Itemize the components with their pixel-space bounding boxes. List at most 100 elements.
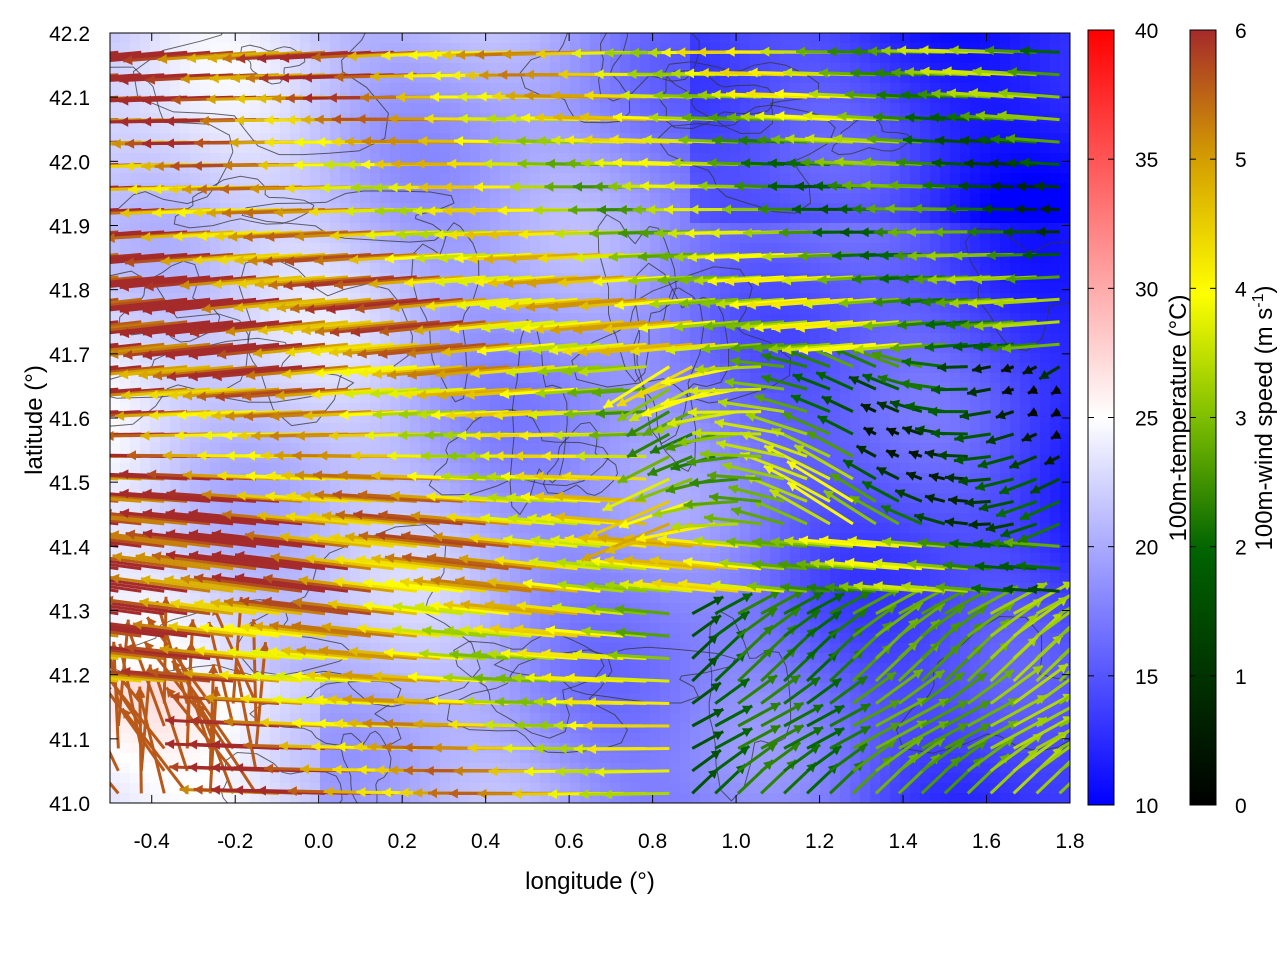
- temperature-cell: [390, 213, 401, 224]
- temperature-cell: [990, 533, 1001, 544]
- temperature-cell: [870, 313, 881, 324]
- temperature-cell: [650, 63, 661, 74]
- temperature-cell: [570, 443, 581, 454]
- temperature-cell: [120, 63, 131, 74]
- temperature-cell: [460, 353, 471, 364]
- temperature-cell: [200, 503, 211, 514]
- temperature-cell: [220, 403, 231, 414]
- temperature-cell: [160, 193, 171, 204]
- temperature-cell: [490, 383, 501, 394]
- temperature-cell: [500, 143, 511, 154]
- temperature-cell: [380, 403, 391, 414]
- temperature-cell: [600, 233, 611, 244]
- temperature-cell: [650, 103, 661, 114]
- temperature-cell: [190, 33, 201, 44]
- temperature-cell: [420, 163, 431, 174]
- temperature-cell: [580, 483, 591, 494]
- temperature-cell: [720, 213, 731, 224]
- temperature-cell: [170, 203, 181, 214]
- temperature-cell: [830, 313, 841, 324]
- temperature-cell: [810, 253, 821, 264]
- temperature-cell: [790, 173, 801, 184]
- temperature-cell: [630, 483, 641, 494]
- temperature-cell: [380, 393, 391, 404]
- temperature-cell: [850, 103, 861, 114]
- temperature-cell: [1030, 503, 1041, 514]
- temperature-cell: [630, 523, 641, 534]
- temperature-cell: [350, 63, 361, 74]
- temperature-cell: [150, 433, 161, 444]
- temperature-cell: [970, 313, 981, 324]
- temperature-cell: [140, 43, 151, 54]
- temperature-cell: [1040, 333, 1051, 344]
- temperature-cell: [830, 213, 841, 224]
- temperature-cell: [850, 183, 861, 194]
- temperature-cell: [990, 323, 1001, 334]
- temperature-cell: [1060, 313, 1070, 324]
- temperature-cell: [1040, 343, 1051, 354]
- temperature-cell: [840, 313, 851, 324]
- temperature-cell: [1000, 163, 1011, 174]
- temperature-cell: [1000, 33, 1011, 44]
- temperature-cell: [380, 33, 391, 44]
- temperature-cell: [680, 473, 691, 484]
- temperature-cell: [500, 393, 511, 404]
- temperature-cell: [330, 213, 341, 224]
- temperature-cell: [620, 463, 631, 474]
- temperature-cell: [610, 423, 621, 434]
- temperature-cell: [700, 383, 711, 394]
- temperature-cell: [220, 213, 231, 224]
- temperature-cell: [1000, 53, 1011, 64]
- temperature-cell: [560, 453, 571, 464]
- temperature-cell: [760, 213, 771, 224]
- temperature-cell: [1030, 123, 1041, 134]
- temperature-cell: [240, 383, 251, 394]
- temperature-cell: [920, 353, 931, 364]
- temperature-cell: [220, 313, 231, 324]
- temperature-cell: [1060, 183, 1070, 194]
- temperature-cell: [260, 33, 271, 44]
- temperature-cell: [930, 283, 941, 294]
- temperature-cell: [800, 423, 811, 434]
- temperature-cell: [210, 393, 221, 404]
- temperature-cell: [190, 483, 201, 494]
- temperature-cell: [500, 463, 511, 474]
- temperature-cell: [800, 223, 811, 234]
- temperature-cell: [530, 403, 541, 414]
- temperature-cell: [820, 523, 831, 534]
- temperature-cell: [780, 313, 791, 324]
- temperature-cell: [440, 43, 451, 54]
- temperature-cell: [910, 533, 921, 544]
- temperature-cell: [850, 423, 861, 434]
- temperature-cell: [640, 83, 651, 94]
- temperature-cell: [920, 463, 931, 474]
- temperature-cell: [570, 103, 581, 114]
- temperature-cell: [430, 373, 441, 384]
- temperature-cell: [510, 483, 521, 494]
- temperature-cell: [110, 223, 121, 234]
- temperature-cell: [690, 33, 701, 44]
- temperature-cell: [200, 163, 211, 174]
- temperature-cell: [900, 353, 911, 364]
- temperature-cell: [530, 123, 541, 134]
- temperature-cell: [950, 333, 961, 344]
- temperature-cell: [710, 283, 721, 294]
- temperature-cell: [570, 543, 581, 554]
- temperature-cell: [890, 43, 901, 54]
- temperature-cell: [440, 483, 451, 494]
- temperature-cell: [850, 163, 861, 174]
- temperature-cell: [550, 333, 561, 344]
- temperature-cell: [590, 193, 601, 204]
- temperature-cell: [730, 443, 741, 454]
- temperature-cell: [990, 103, 1001, 114]
- temperature-cell: [690, 153, 701, 164]
- temperature-cell: [530, 283, 541, 294]
- temperature-cell: [210, 43, 221, 54]
- temperature-cell: [460, 193, 471, 204]
- temperature-cell: [910, 73, 921, 84]
- temperature-cell: [130, 283, 141, 294]
- temperature-cell: [1040, 253, 1051, 264]
- temperature-cell: [670, 243, 681, 254]
- temperature-cell: [840, 53, 851, 64]
- temperature-cell: [360, 353, 371, 364]
